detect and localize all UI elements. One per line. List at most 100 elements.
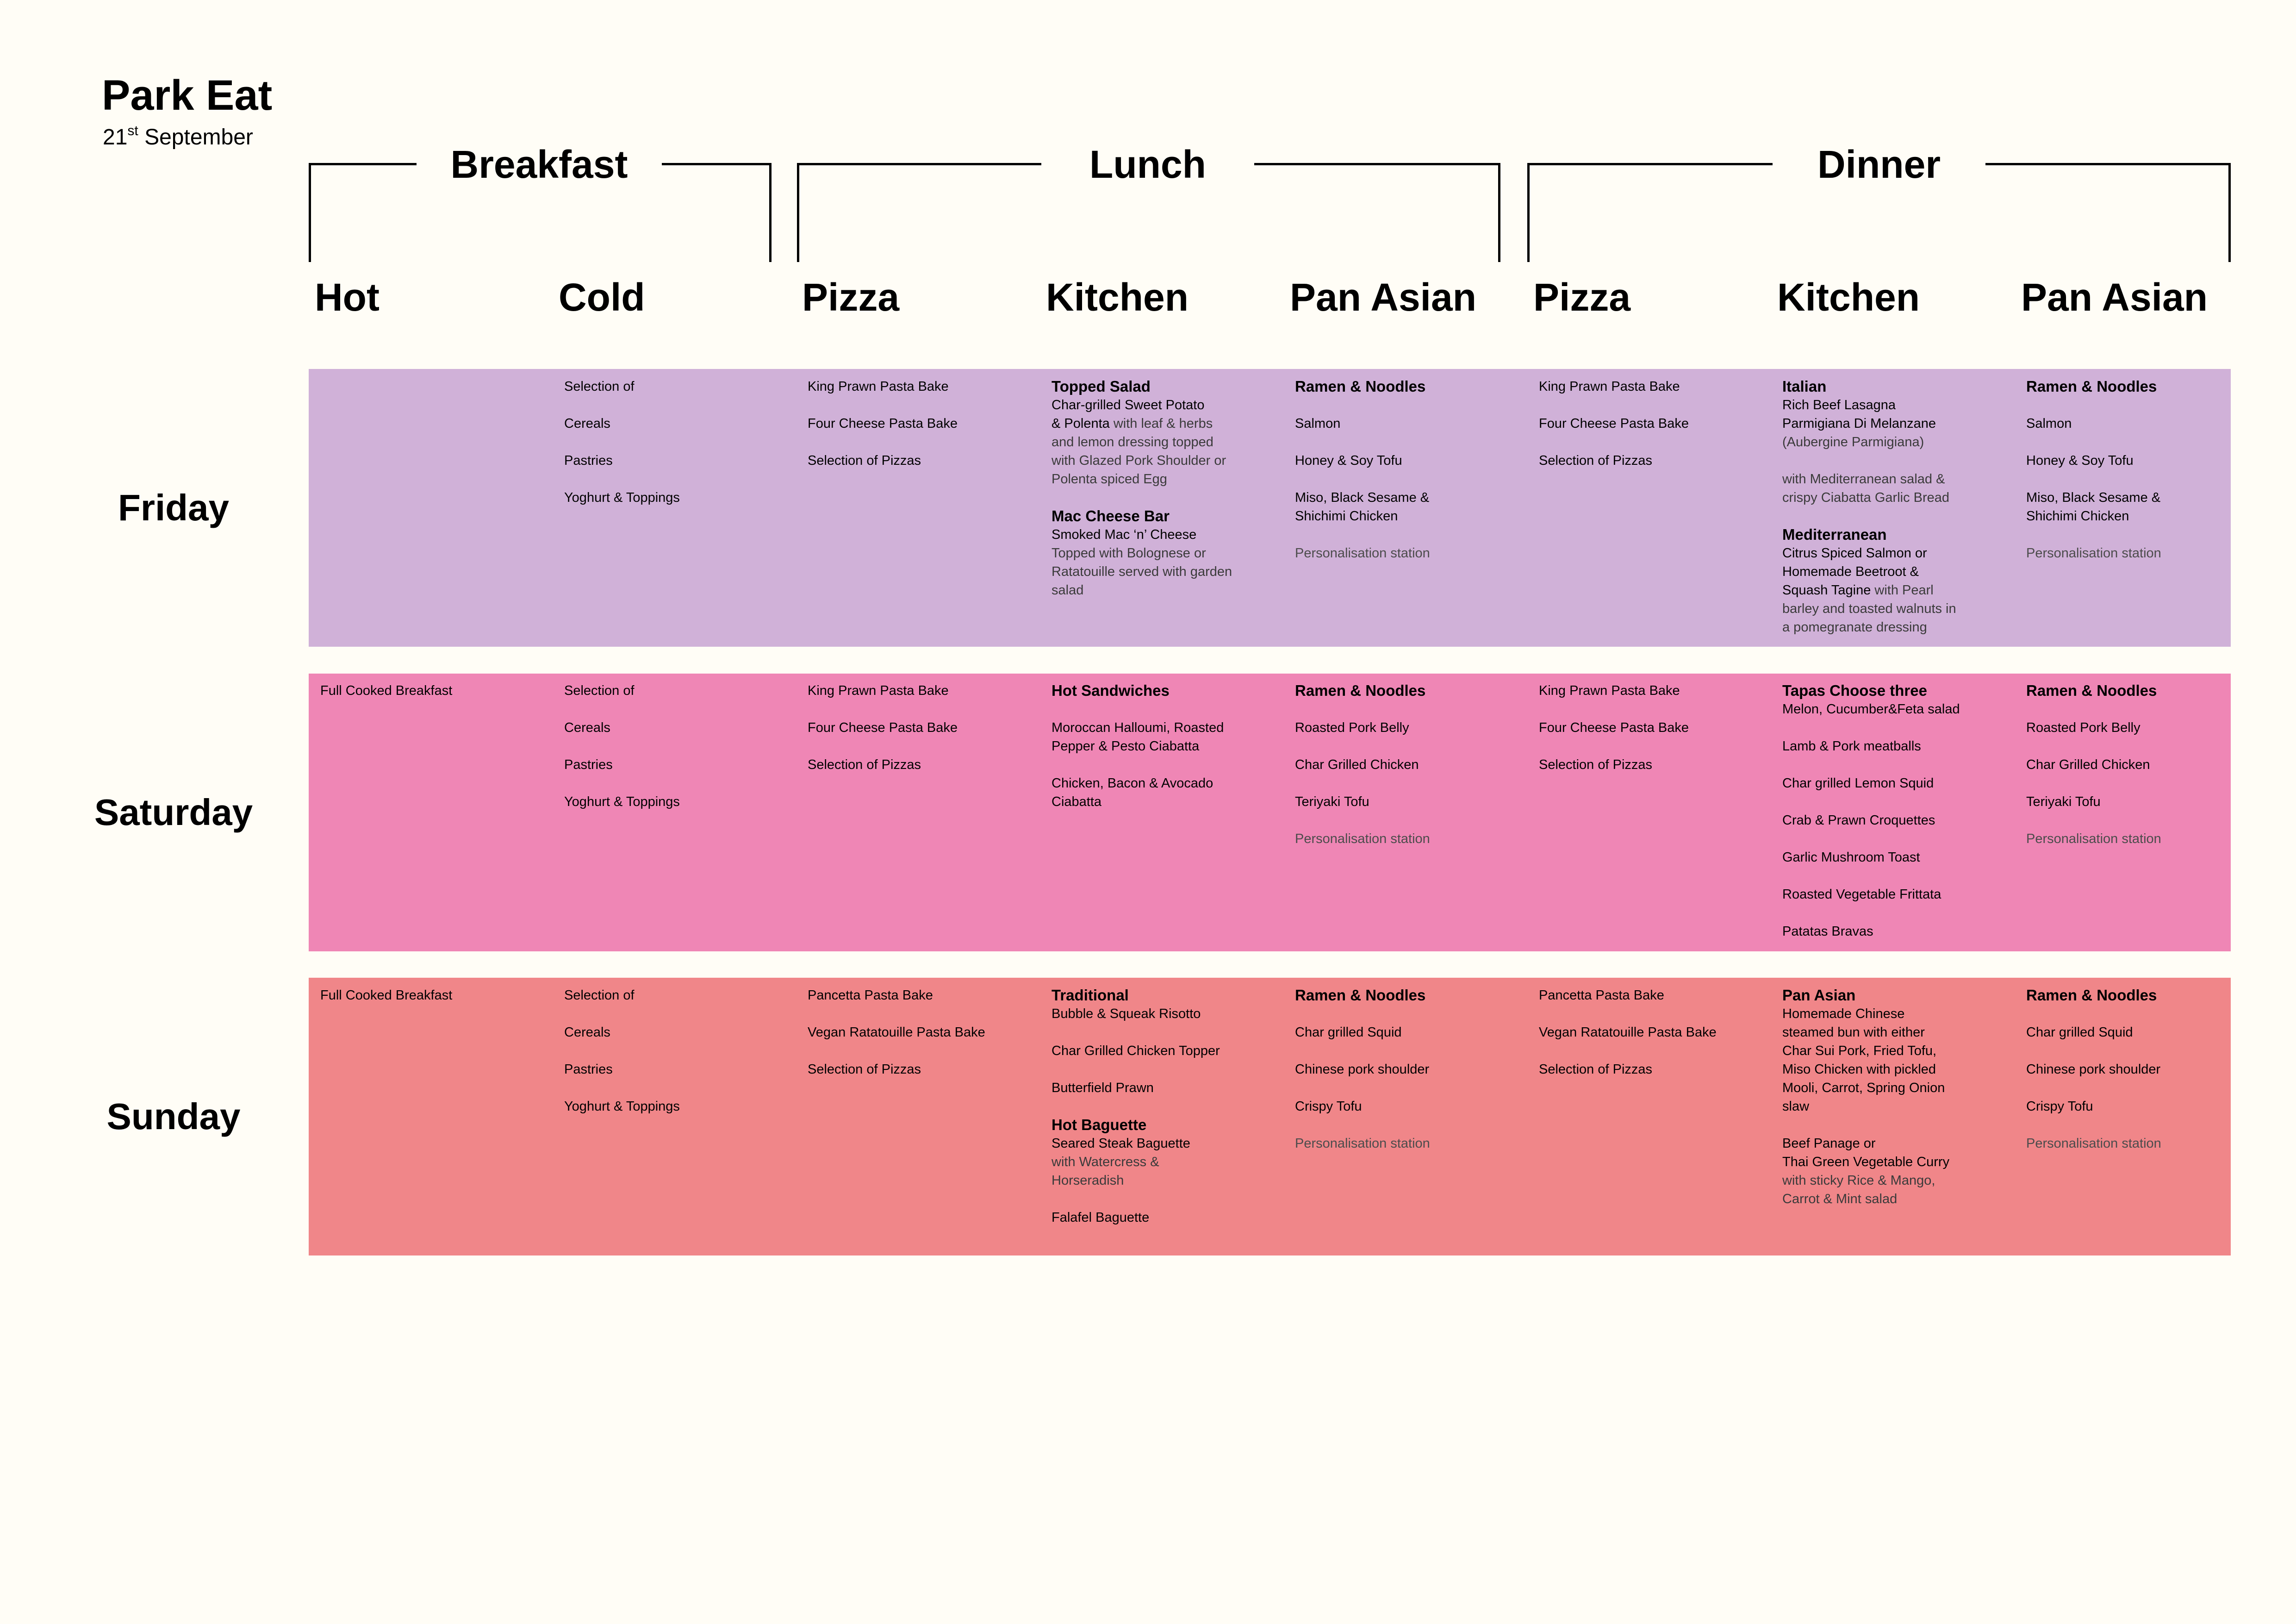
menu-item: Cereals	[564, 720, 610, 735]
menu-item: Roasted Pork Belly	[2026, 720, 2140, 735]
menu-section-heading: Ramen & Noodles	[1295, 987, 1426, 1004]
menu-cell-sunday-lunch-pan-asian: Ramen & Noodles Char grilled Squid Chinese…	[1295, 986, 1522, 1153]
menu-item: King Prawn Pasta Bake	[1539, 379, 1680, 394]
menu-item: Selection of Pizzas	[808, 453, 921, 468]
menu-item: and lemon dressing topped	[1052, 435, 1213, 450]
menu-item: Selection of Pizzas	[1539, 453, 1653, 468]
saturday-band	[309, 674, 2231, 951]
menu-item: Shichimi Chicken	[1295, 509, 1398, 524]
menu-item: Chicken, Bacon & Avocado	[1052, 776, 1213, 791]
menu-item: Homemade Beetroot &	[1782, 564, 1919, 579]
menu-item: Selection of	[564, 988, 635, 1003]
menu-section-heading: Topped Salad	[1052, 378, 1151, 395]
menu-item: a pomegranate dressing	[1782, 620, 1927, 635]
menu-item: Falafel Baguette	[1052, 1210, 1150, 1225]
menu-item: Topped with Bolognese or	[1052, 546, 1206, 561]
menu-item: Crispy Tofu	[2026, 1099, 2093, 1114]
menu-item: Char Grilled Chicken Topper	[1052, 1043, 1220, 1058]
menu-section-heading: Ramen & Noodles	[2026, 682, 2157, 699]
menu-cell-saturday-dinner-pan-asian: Ramen & Noodles Roasted Pork Belly Char Gr…	[2026, 681, 2253, 848]
menu-cell-sunday-dinner-pan-asian: Ramen & Noodles Char grilled Squid Chinese…	[2026, 986, 2253, 1153]
menu-item: Bubble & Squeak Risotto	[1052, 1006, 1201, 1021]
menu-cell-saturday-lunch-pan-asian: Ramen & Noodles Roasted Pork Belly Char Gr…	[1295, 681, 1522, 848]
menu-item: Butterfield Prawn	[1052, 1081, 1154, 1095]
menu-item: with sticky Rice & Mango,	[1782, 1173, 1935, 1188]
menu-item: with Mediterranean salad &	[1782, 472, 1945, 487]
menu-item: steamed bun with either	[1782, 1025, 1925, 1040]
menu-item: Salmon	[2026, 416, 2072, 431]
menu-cell-sunday-lunch-pizza: Pancetta Pasta Bake Vegan Ratatouille Pas…	[808, 986, 1034, 1079]
menu-item: Vegan Ratatouille Pasta Bake	[1539, 1025, 1717, 1040]
menu-cell-sunday-hot: Full Cooked Breakfast	[320, 986, 547, 1005]
menu-item: Shichimi Chicken	[2026, 509, 2129, 524]
menu-item: crispy Ciabatta Garlic Bread	[1782, 490, 1950, 505]
meal-title-breakfast: Breakfast	[417, 139, 662, 190]
friday-band	[309, 369, 2231, 647]
menu-section-heading: Pan Asian	[1782, 987, 1856, 1004]
menu-item: slaw	[1782, 1099, 1810, 1114]
menu-item: Yoghurt & Toppings	[564, 794, 680, 809]
menu-item: Char grilled Squid	[1295, 1025, 1402, 1040]
menu-item: Personalisation station	[1295, 831, 1430, 846]
menu-item: Squash Tagine with Pearl	[1782, 583, 1934, 598]
day-label-friday: Friday	[118, 487, 230, 528]
column-header-lunch-pizza: Pizza	[802, 275, 900, 319]
menu-section-heading: Hot Baguette	[1052, 1116, 1147, 1133]
meal-title-lunch: Lunch	[1041, 139, 1254, 190]
menu-item: Melon, Cucumber&Feta salad	[1782, 702, 1960, 717]
menu-item: with Glazed Pork Shoulder or	[1052, 453, 1226, 468]
menu-section-heading: Ramen & Noodles	[2026, 378, 2157, 395]
meal-title-dinner: Dinner	[1773, 139, 1985, 190]
menu-item: Four Cheese Pasta Bake	[808, 720, 958, 735]
menu-item: Citrus Spiced Salmon or	[1782, 546, 1927, 561]
menu-cell-friday-dinner-kitchen: Italian Rich Beef Lasagna Parmigiana Di Me…	[1782, 377, 2009, 637]
menu-item: Ciabatta	[1052, 794, 1102, 809]
menu-item: Personalisation station	[1295, 1136, 1430, 1151]
menu-cell-friday-lunch-pan-asian: Ramen & Noodles Salmon Honey & Soy Tofu Mis…	[1295, 377, 1522, 562]
menu-item: salad	[1052, 583, 1084, 598]
menu-cell-friday-dinner-pan-asian: Ramen & Noodles Salmon Honey & Soy Tofu Mis…	[2026, 377, 2253, 562]
menu-item: Honey & Soy Tofu	[1295, 453, 1402, 468]
menu-item: Rich Beef Lasagna	[1782, 398, 1896, 412]
menu-item: Parmigiana Di Melanzane	[1782, 416, 1936, 431]
menu-cell-saturday-cold: Selection of Cereals Pastries Yoghurt & Top…	[564, 681, 791, 811]
column-header-lunch-kitchen: Kitchen	[1046, 275, 1189, 319]
menu-item: Selection of	[564, 683, 635, 698]
menu-item: Pastries	[564, 757, 613, 772]
menu-item: Selection of Pizzas	[808, 757, 921, 772]
menu-cell-friday-lunch-pizza: King Prawn Pasta Bake Four Cheese Pasta B…	[808, 377, 1034, 470]
menu-cell-sunday-dinner-pizza: Pancetta Pasta Bake Vegan Ratatouille Pas…	[1539, 986, 1766, 1079]
menu-section-heading: Traditional	[1052, 987, 1129, 1004]
menu-section-heading: Hot Sandwiches	[1052, 682, 1170, 699]
column-header-lunch-pan-asian: Pan Asian	[1290, 275, 1477, 319]
menu-item: Selection of Pizzas	[1539, 757, 1653, 772]
menu-section-heading: Ramen & Noodles	[1295, 682, 1426, 699]
menu-item: Cereals	[564, 416, 610, 431]
column-header-dinner-kitchen: Kitchen	[1777, 275, 1920, 319]
menu-item: Homemade Chinese	[1782, 1006, 1905, 1021]
menu-cell-friday-lunch-kitchen: Topped Salad Char-grilled Sweet Potato & P…	[1052, 377, 1278, 600]
menu-item: Full Cooked Breakfast	[320, 683, 453, 698]
menu-item: Pancetta Pasta Bake	[808, 988, 933, 1003]
menu-cell-saturday-dinner-kitchen: Tapas Choose three Melon, Cucumber&Feta s…	[1782, 681, 2009, 941]
menu-item: Vegan Ratatouille Pasta Bake	[808, 1025, 985, 1040]
column-header-hot: Hot	[315, 275, 380, 319]
menu-cell-saturday-lunch-kitchen: Hot Sandwiches Moroccan Halloumi, Roasted…	[1052, 681, 1278, 811]
day-label-saturday: Saturday	[94, 792, 253, 833]
menu-section-heading: Tapas Choose three	[1782, 682, 1927, 699]
menu-section-heading: Mediterranean	[1782, 526, 1887, 543]
menu-item: with Watercress &	[1052, 1155, 1159, 1169]
column-header-dinner-pan-asian: Pan Asian	[2021, 275, 2208, 319]
menu-item: Four Cheese Pasta Bake	[1539, 720, 1689, 735]
menu-item: Personalisation station	[2026, 546, 2161, 561]
menu-item: Char-grilled Sweet Potato	[1052, 398, 1205, 412]
menu-item: Char Sui Pork, Fried Tofu,	[1782, 1043, 1937, 1058]
menu-item: Mooli, Carrot, Spring Onion	[1782, 1081, 1945, 1095]
day-label-sunday: Sunday	[106, 1096, 241, 1137]
menu-item: Char Grilled Chicken	[2026, 757, 2150, 772]
menu-item: King Prawn Pasta Bake	[808, 379, 949, 394]
menu-item: Horseradish	[1052, 1173, 1124, 1188]
menu-section-heading: Italian	[1782, 378, 1827, 395]
menu-item: Full Cooked Breakfast	[320, 988, 453, 1003]
menu-item: Polenta spiced Egg	[1052, 472, 1167, 487]
